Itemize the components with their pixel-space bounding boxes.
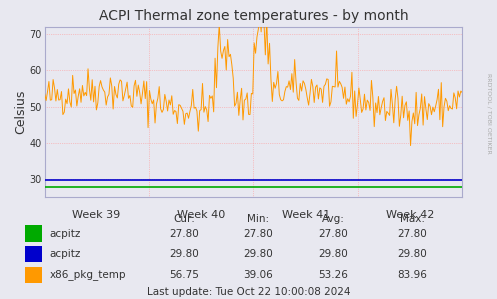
- Bar: [25, 267, 42, 283]
- Text: Week 42: Week 42: [386, 210, 435, 220]
- Text: Week 39: Week 39: [72, 210, 120, 220]
- Y-axis label: Celsius: Celsius: [14, 90, 27, 134]
- Bar: [25, 246, 42, 262]
- Text: 27.80: 27.80: [398, 228, 427, 239]
- Text: Cur:: Cur:: [173, 214, 195, 224]
- Text: Max:: Max:: [400, 214, 425, 224]
- Text: Min:: Min:: [248, 214, 269, 224]
- Text: Avg:: Avg:: [322, 214, 344, 224]
- Bar: [25, 225, 42, 242]
- Text: 27.80: 27.80: [169, 228, 199, 239]
- Text: Last update: Tue Oct 22 10:00:08 2024: Last update: Tue Oct 22 10:00:08 2024: [147, 287, 350, 297]
- Text: x86_pkg_temp: x86_pkg_temp: [50, 269, 126, 280]
- Text: acpitz: acpitz: [50, 228, 81, 239]
- Text: Week 40: Week 40: [177, 210, 225, 220]
- Text: 56.75: 56.75: [169, 270, 199, 280]
- Text: 27.80: 27.80: [244, 228, 273, 239]
- Text: 27.80: 27.80: [318, 228, 348, 239]
- Text: 53.26: 53.26: [318, 270, 348, 280]
- Text: 39.06: 39.06: [244, 270, 273, 280]
- Title: ACPI Thermal zone temperatures - by month: ACPI Thermal zone temperatures - by mont…: [99, 9, 408, 23]
- Text: 29.80: 29.80: [244, 249, 273, 259]
- Text: RRDTOOL / TOBI OETIKER: RRDTOOL / TOBI OETIKER: [486, 73, 491, 154]
- Text: 29.80: 29.80: [169, 249, 199, 259]
- Text: 29.80: 29.80: [318, 249, 348, 259]
- Text: 29.80: 29.80: [398, 249, 427, 259]
- Text: Week 41: Week 41: [282, 210, 330, 220]
- Text: acpitz: acpitz: [50, 249, 81, 259]
- Text: 83.96: 83.96: [398, 270, 427, 280]
